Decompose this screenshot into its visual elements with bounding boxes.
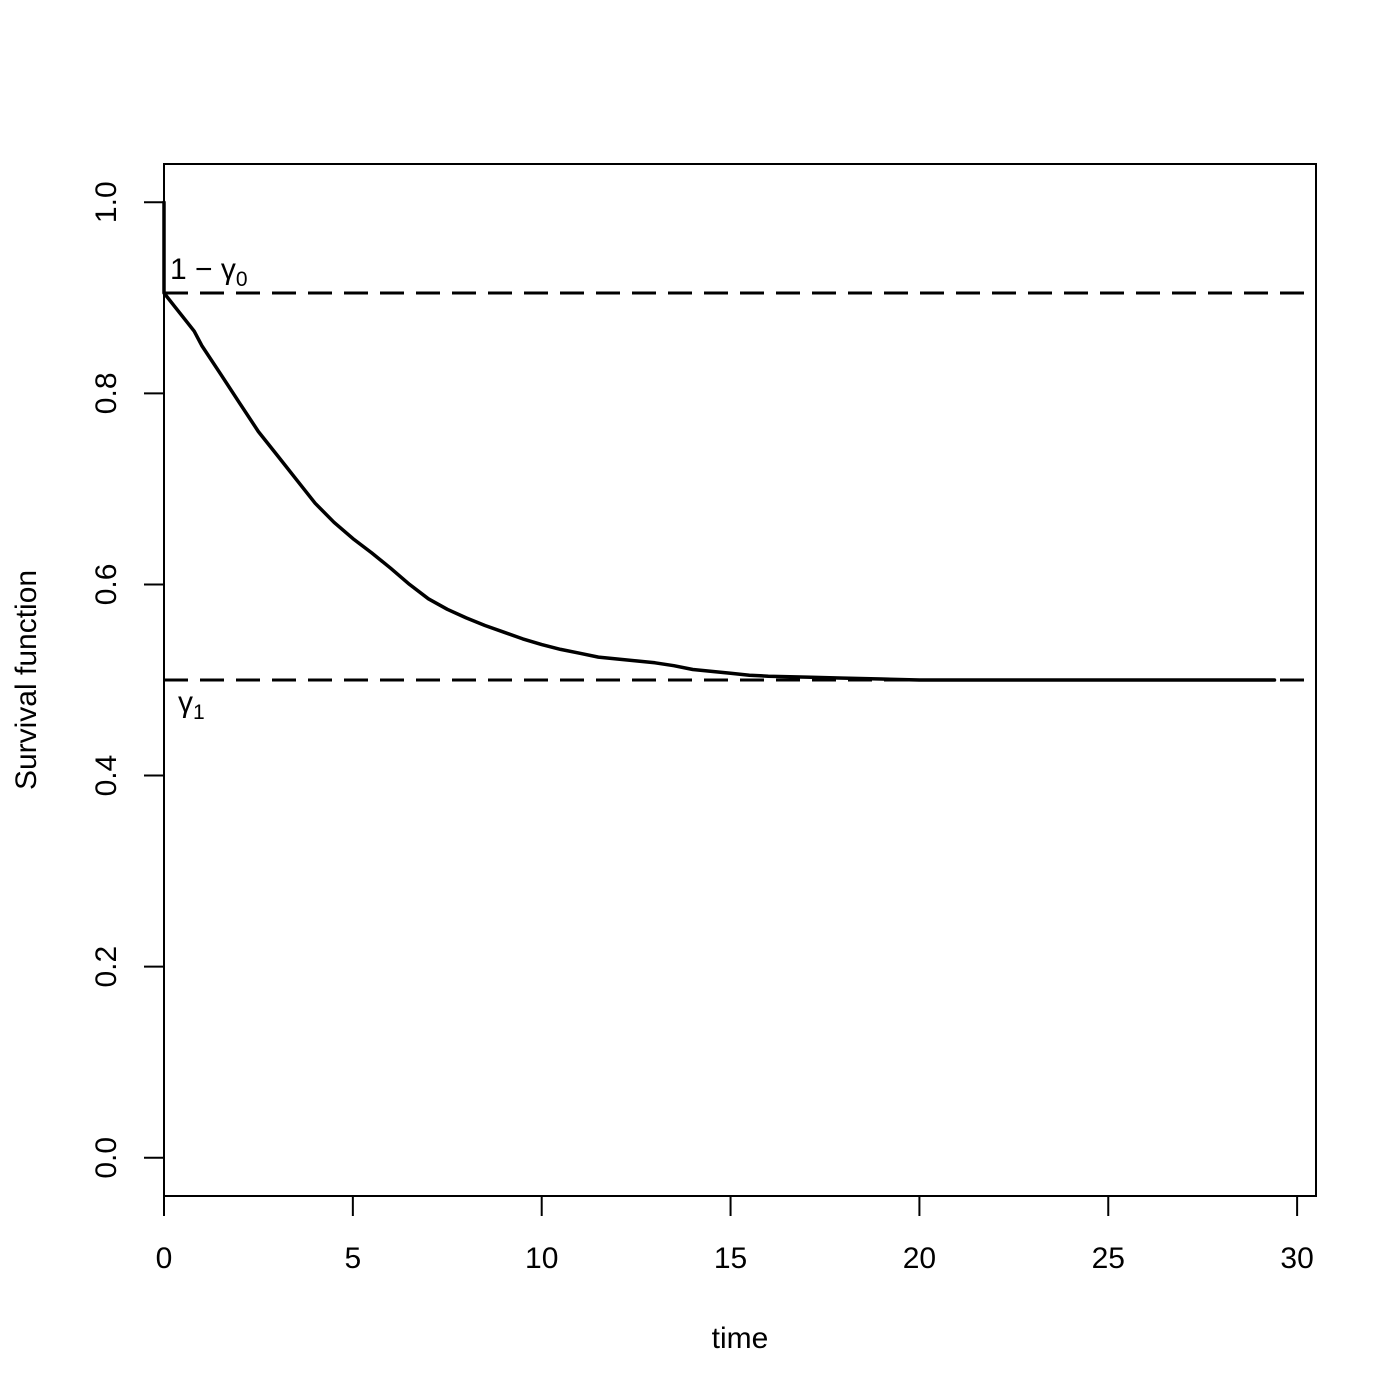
x-tick-label: 15: [714, 1242, 747, 1275]
y-axis-title: Survival function: [10, 570, 43, 790]
x-tick-label: 0: [156, 1242, 173, 1275]
annotation-gamma1: γ1: [178, 686, 205, 724]
annotation-subscript: 0: [236, 268, 248, 291]
x-tick-label: 25: [1092, 1242, 1125, 1275]
x-tick-label: 10: [525, 1242, 558, 1275]
y-tick-label: 0.2: [90, 946, 123, 988]
x-tick-label: 5: [345, 1242, 362, 1275]
x-axis-title: time: [712, 1322, 769, 1355]
annotations: 1 − γ0 γ1: [170, 253, 248, 724]
y-tick-label: 0.0: [90, 1137, 123, 1179]
annotation-subscript: 1: [193, 701, 205, 724]
x-axis: 0 5 10 15 20 25 30: [156, 1195, 1314, 1275]
x-tick-label: 20: [903, 1242, 936, 1275]
x-tick-label: 30: [1280, 1242, 1313, 1275]
series-layer: [162, 200, 1277, 682]
survival-curve: [162, 200, 1277, 682]
annotation-main: γ: [178, 686, 193, 719]
y-tick-label: 0.4: [90, 755, 123, 797]
y-tick-label: 0.8: [90, 372, 123, 414]
annotation-main: 1 − γ: [170, 253, 236, 286]
y-tick-label: 0.6: [90, 564, 123, 606]
annotation-one-minus-gamma0: 1 − γ0: [170, 253, 248, 291]
y-tick-label: 1.0: [90, 181, 123, 223]
